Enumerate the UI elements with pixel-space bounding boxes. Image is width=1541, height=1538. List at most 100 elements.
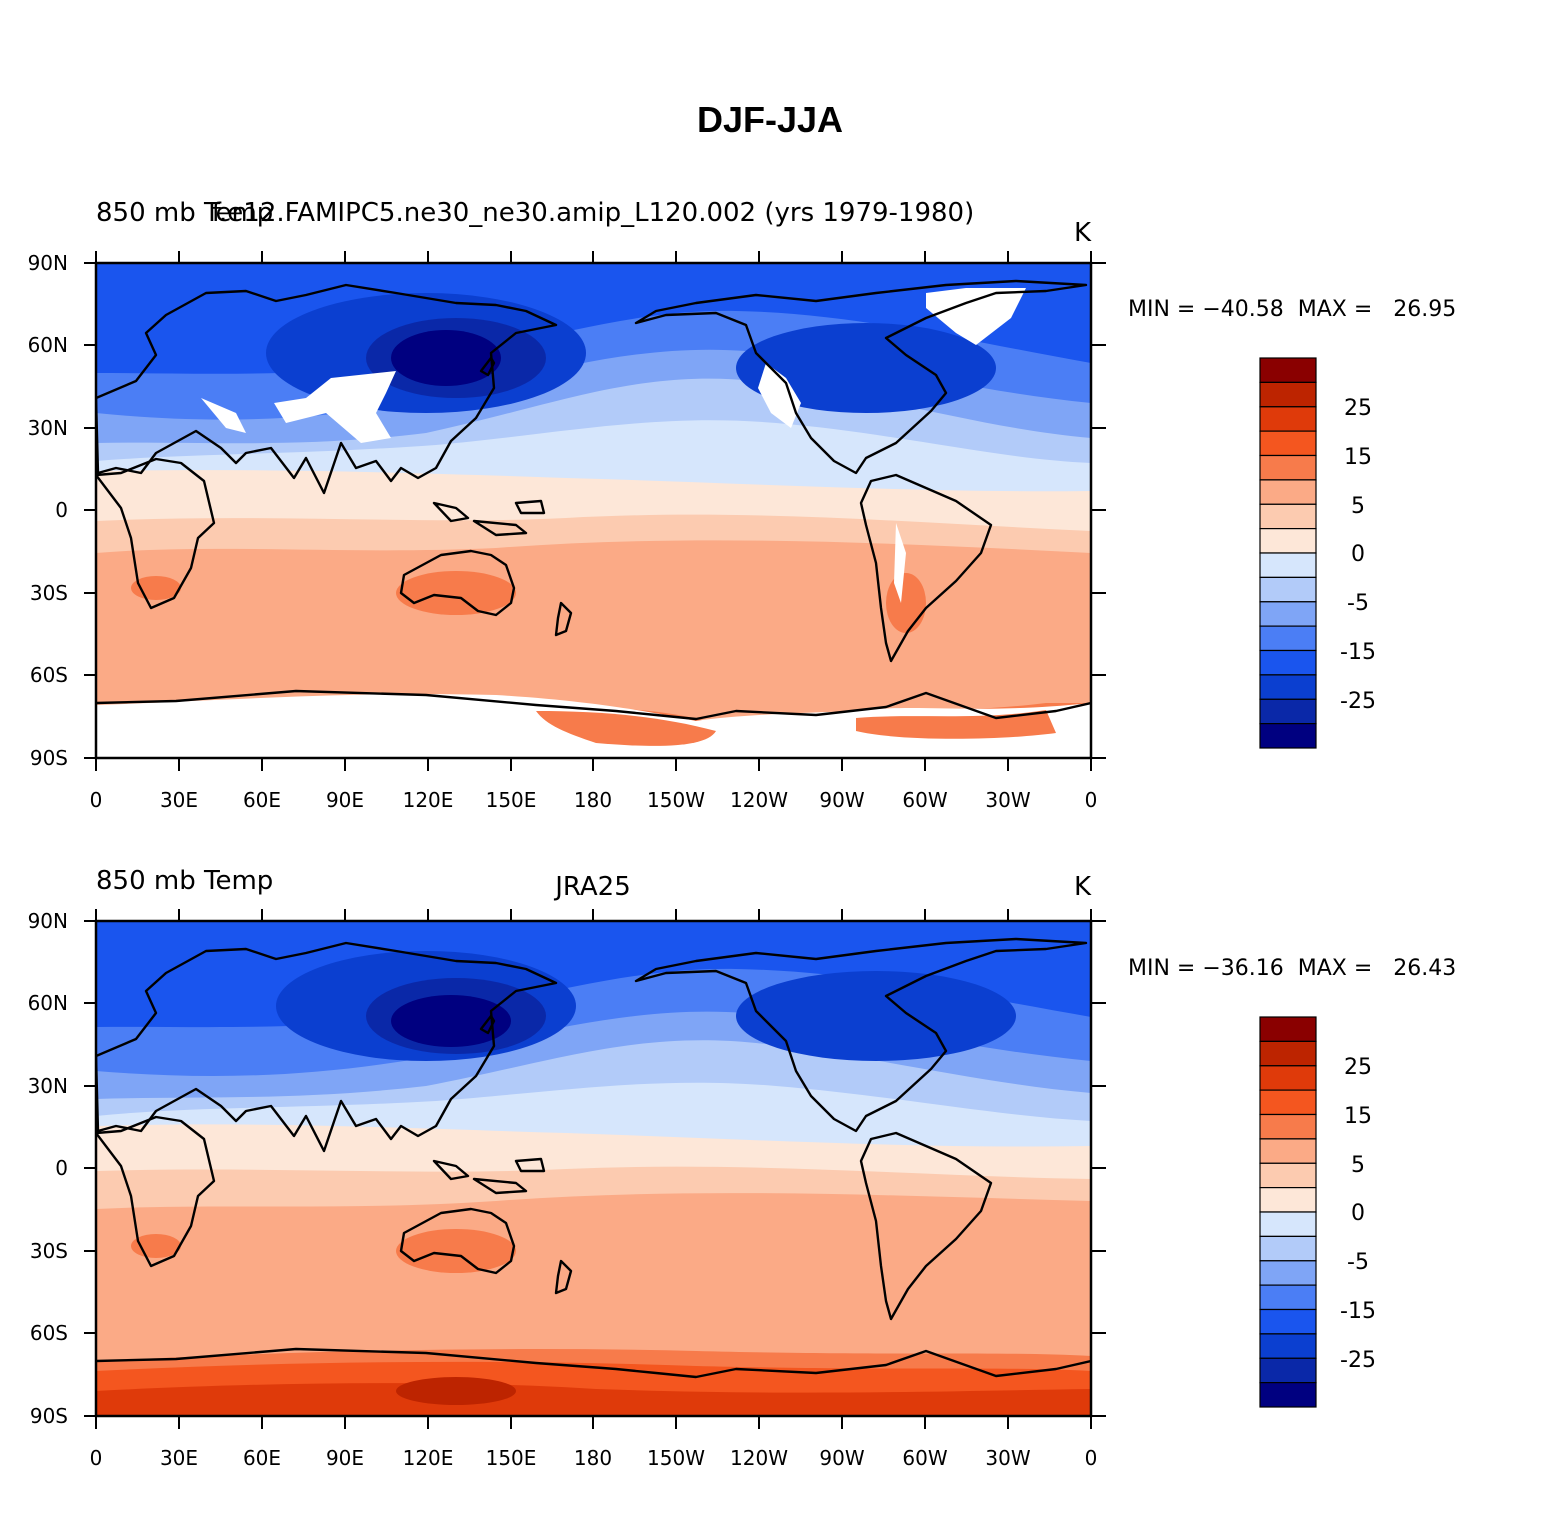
panel-left-label: 850 mb Temp <box>96 866 273 896</box>
lat-tick-label: 90N <box>28 251 68 275</box>
colorbar-box <box>1259 649 1317 676</box>
colorbar-box <box>1259 698 1317 725</box>
colorbar-box <box>1259 1187 1317 1213</box>
panel-left-label: 850 mb Temp <box>96 198 273 228</box>
lat-tick-label: 90N <box>28 909 68 933</box>
colorbar-label: 25 <box>1344 1055 1372 1080</box>
colorbar-label: 15 <box>1344 1104 1372 1129</box>
lon-tick-label: 30E <box>160 788 198 812</box>
lon-tick-labels: 0 30E 60E 90E 120E 150E 180 150W 120W 90… <box>90 1446 1098 1470</box>
lat-axis <box>84 262 1106 759</box>
colorbar-box <box>1259 625 1317 652</box>
colorbar-box <box>1259 1308 1317 1335</box>
colorbar-box <box>1259 381 1317 408</box>
colorbar-box <box>1259 430 1317 457</box>
panel-units: K <box>1074 218 1092 248</box>
colorbar: 25 15 5 0 -5 -15 -25 <box>1259 357 1376 749</box>
colorbar-box <box>1259 1333 1317 1359</box>
colorbar-label: -5 <box>1347 1250 1369 1275</box>
lat-tick-label: 90S <box>30 746 68 770</box>
colorbar-box <box>1259 674 1317 700</box>
colorbar-box <box>1259 479 1317 505</box>
lon-tick-label: 0 <box>1085 1446 1098 1470</box>
lon-tick-label: 150W <box>647 1446 705 1470</box>
lat-tick-label: 60S <box>30 663 68 687</box>
panel-model: 850 mb Temp f.e12.FAMIPC5.ne30_ne30.amip… <box>28 198 1106 812</box>
lat-tick-label: 0 <box>55 1156 68 1180</box>
panel-reanalysis: 850 mb Temp JRA25 K <box>28 866 1106 1470</box>
lon-tick-label: 90E <box>326 788 364 812</box>
lon-axis <box>95 909 1092 1429</box>
colorbar-box <box>1259 552 1317 578</box>
lon-tick-label: 150E <box>486 1446 537 1470</box>
colorbar-label: 0 <box>1351 542 1365 567</box>
colorbar-box <box>1259 454 1317 481</box>
temperature-field <box>96 921 1091 1416</box>
colorbar-box <box>1259 601 1317 627</box>
colorbar-box <box>1259 1138 1317 1164</box>
lon-tick-label: 30W <box>985 788 1030 812</box>
colorbar-box <box>1259 1040 1317 1067</box>
lat-tick-labels: 90N 60N 30N 0 30S 60S 90S <box>28 251 68 770</box>
lon-tick-label: 150W <box>647 788 705 812</box>
colorbar-label: 5 <box>1351 494 1365 519</box>
panel-units: K <box>1074 872 1092 902</box>
lon-tick-label: 90W <box>819 788 864 812</box>
lon-tick-label: 0 <box>90 788 103 812</box>
colorbar: 25 15 5 0 -5 -15 -25 <box>1259 1016 1376 1408</box>
lon-tick-label: 180 <box>574 1446 612 1470</box>
lon-tick-label: 30E <box>160 1446 198 1470</box>
lon-tick-label: 150E <box>486 788 537 812</box>
colorbar-label: -25 <box>1340 1348 1376 1373</box>
lon-tick-label: 120E <box>403 788 454 812</box>
colorbar-label: 0 <box>1351 1201 1365 1226</box>
lat-tick-labels: 90N 60N 30N 0 30S 60S 90S <box>28 909 68 1428</box>
colorbar-box <box>1259 723 1317 749</box>
colorbar-label: -5 <box>1347 591 1369 616</box>
colorbar-box <box>1259 1089 1317 1116</box>
colorbar-box <box>1259 1284 1317 1311</box>
lat-tick-label: 30N <box>28 1074 68 1098</box>
colorbar-box <box>1259 1016 1317 1042</box>
lon-tick-label: 60W <box>902 1446 947 1470</box>
lon-tick-label: 120E <box>403 1446 454 1470</box>
lon-tick-labels: 0 30E 60E 90E 120E 150E 180 150W 120W 90… <box>90 788 1098 812</box>
panel-center-label: f.e12.FAMIPC5.ne30_ne30.amip_L120.002 (y… <box>212 198 975 228</box>
lon-tick-label: 90W <box>819 1446 864 1470</box>
lat-tick-label: 0 <box>55 498 68 522</box>
colorbar-box <box>1259 1235 1317 1262</box>
lon-tick-label: 60W <box>902 788 947 812</box>
lat-axis <box>84 920 1106 1417</box>
colorbar-box <box>1259 1260 1317 1286</box>
colorbar-box <box>1259 528 1317 554</box>
colorbar-box <box>1259 576 1317 603</box>
colorbar-box <box>1259 1065 1317 1091</box>
colorbar-label: -25 <box>1340 689 1376 714</box>
colorbar-box <box>1259 1382 1317 1408</box>
panel-center-label: JRA25 <box>553 872 631 902</box>
lat-tick-label: 30S <box>30 581 68 605</box>
lon-axis <box>95 251 1092 771</box>
figure-title: DJF-JJA <box>697 99 843 140</box>
colorbar-label: 15 <box>1344 445 1372 470</box>
colorbar-label: 25 <box>1344 396 1372 421</box>
lon-tick-label: 0 <box>90 1446 103 1470</box>
lon-tick-label: 120W <box>730 788 788 812</box>
colorbar-box <box>1259 503 1317 530</box>
min-max-stats: MIN = −40.58 MAX = 26.95 <box>1128 297 1456 322</box>
lat-tick-label: 60N <box>28 333 68 357</box>
lon-tick-label: 180 <box>574 788 612 812</box>
lon-tick-label: 30W <box>985 1446 1030 1470</box>
lat-tick-label: 30S <box>30 1239 68 1263</box>
lat-tick-label: 60S <box>30 1321 68 1345</box>
colorbar-box <box>1259 406 1317 432</box>
lon-tick-label: 120W <box>730 1446 788 1470</box>
lon-tick-label: 60E <box>243 1446 281 1470</box>
lon-tick-label: 0 <box>1085 788 1098 812</box>
colorbar-box <box>1259 1162 1317 1189</box>
lon-tick-label: 90E <box>326 1446 364 1470</box>
colorbar-label: -15 <box>1340 1299 1376 1324</box>
min-max-stats: MIN = −36.16 MAX = 26.43 <box>1128 956 1456 981</box>
colorbar-box <box>1259 1113 1317 1140</box>
